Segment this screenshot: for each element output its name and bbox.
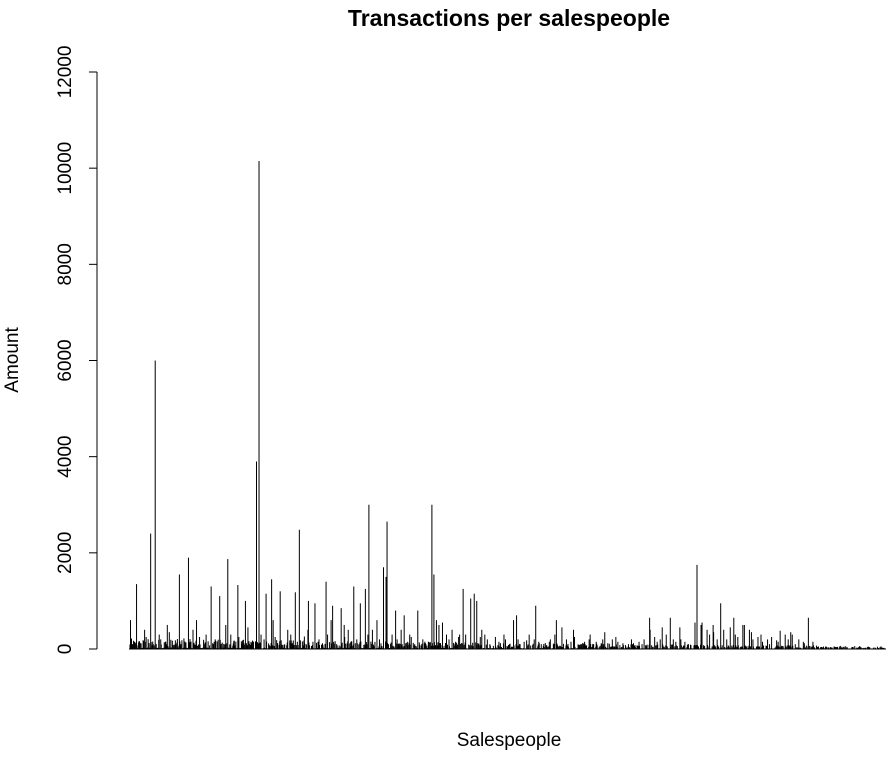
y-ticks: 0 2000 4000 6000 8000 10000 12000 bbox=[55, 46, 97, 655]
y-tick-label: 10000 bbox=[55, 142, 76, 195]
y-tick-label: 8000 bbox=[55, 243, 76, 285]
x-axis-label: Salespeople bbox=[457, 730, 562, 751]
y-tick-label: 4000 bbox=[55, 436, 76, 478]
chart-title: Transactions per salespeople bbox=[348, 5, 670, 31]
y-tick-label: 0 bbox=[55, 644, 76, 655]
y-tick-label: 2000 bbox=[55, 532, 76, 574]
y-tick-label: 12000 bbox=[55, 46, 76, 99]
y-axis-label: Amount bbox=[2, 327, 23, 393]
y-tick-label: 6000 bbox=[55, 339, 76, 381]
bars bbox=[129, 160, 886, 649]
